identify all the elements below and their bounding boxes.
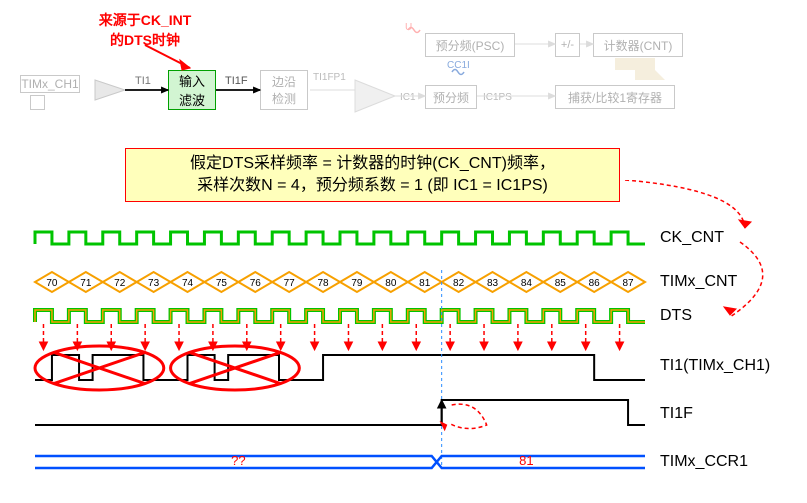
svg-text:TI1F: TI1F bbox=[660, 405, 693, 422]
svg-text:81: 81 bbox=[519, 453, 533, 468]
svg-text:TIMx_CCR1: TIMx_CCR1 bbox=[660, 453, 748, 470]
svg-text:TI1(TIMx_CH1): TI1(TIMx_CH1) bbox=[660, 357, 770, 374]
svg-text:??: ?? bbox=[231, 453, 245, 468]
svg-text:DTS: DTS bbox=[660, 307, 692, 324]
